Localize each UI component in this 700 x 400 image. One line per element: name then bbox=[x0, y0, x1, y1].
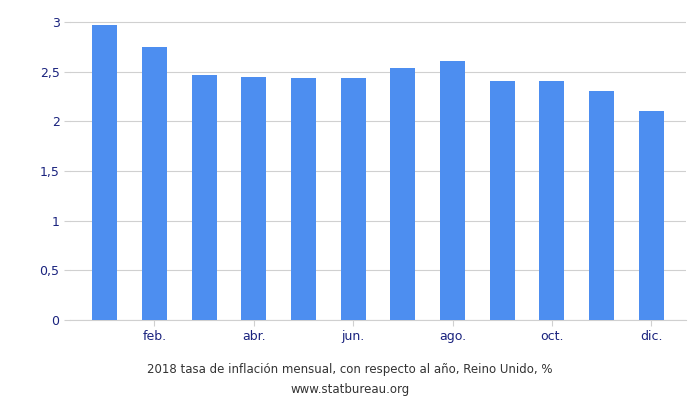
Bar bbox=[490, 80, 514, 320]
Bar bbox=[192, 74, 216, 320]
Bar bbox=[142, 47, 167, 320]
Bar bbox=[589, 92, 614, 320]
Bar bbox=[341, 78, 365, 320]
Bar bbox=[440, 61, 465, 320]
Text: 2018 tasa de inflación mensual, con respecto al año, Reino Unido, %
www.statbure: 2018 tasa de inflación mensual, con resp… bbox=[147, 363, 553, 396]
Bar bbox=[291, 78, 316, 320]
Bar bbox=[391, 68, 415, 320]
Bar bbox=[241, 76, 266, 320]
Bar bbox=[92, 25, 117, 320]
Bar bbox=[540, 80, 564, 320]
Bar bbox=[639, 111, 664, 320]
